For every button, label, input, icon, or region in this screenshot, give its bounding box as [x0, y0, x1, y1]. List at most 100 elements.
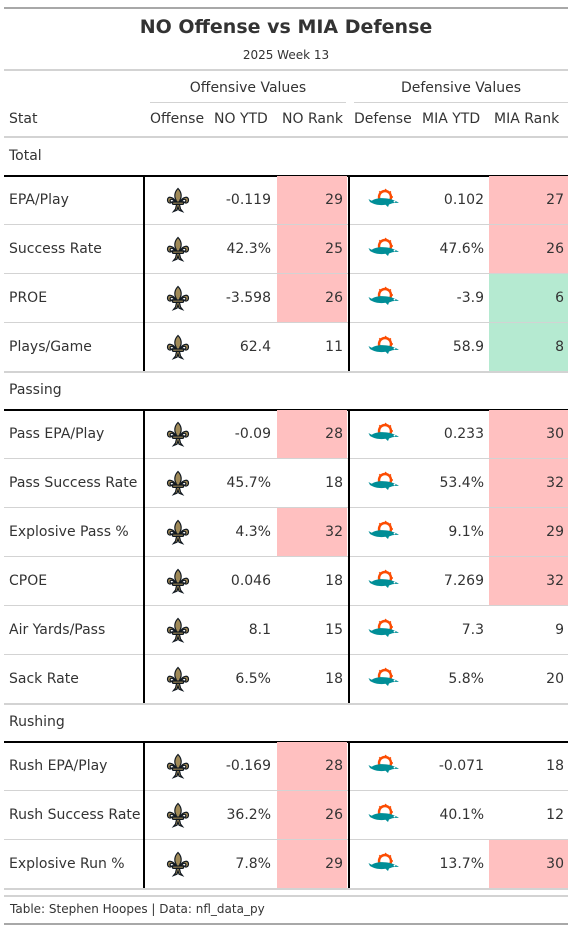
stat-label: Pass EPA/Play: [9, 426, 105, 442]
offense-divider-line: [143, 175, 145, 371]
table-bottom-rule: [4, 895, 568, 897]
dolphins-logo-icon: [350, 176, 418, 224]
table-row: Plays/Game 62.4 11 58.9 8: [4, 323, 568, 371]
no-rank-value: 18: [325, 671, 343, 687]
mia-ytd-value: 47.6%: [439, 241, 484, 257]
dolphins-logo-icon: [350, 459, 418, 507]
mia-ytd-value: 40.1%: [439, 807, 484, 823]
mia-ytd-value: -3.9: [456, 290, 484, 306]
mia-ytd-value: 53.4%: [439, 475, 484, 491]
table-row: Pass Success Rate 45.7% 18 53.4% 32: [4, 459, 568, 507]
saints-fleur-de-lis-icon: [144, 459, 212, 507]
column-header-stat: Stat: [9, 111, 38, 127]
no-ytd-value: 4.3%: [235, 524, 271, 540]
dolphins-logo-icon: [350, 791, 418, 839]
saints-fleur-de-lis-icon: [144, 606, 212, 654]
no-ytd-value: 42.3%: [226, 241, 271, 257]
saints-fleur-de-lis-icon: [144, 557, 212, 605]
spanner-defensive-values: Defensive Values: [400, 80, 522, 96]
dolphins-logo-icon: [350, 606, 418, 654]
no-rank-value: 18: [325, 475, 343, 491]
source-note: Table: Stephen Hoopes | Data: nfl_data_p…: [10, 902, 265, 916]
mia-rank-value: 27: [489, 176, 568, 224]
mia-rank-value: 6: [489, 274, 568, 322]
saints-fleur-de-lis-icon: [144, 840, 212, 888]
saints-fleur-de-lis-icon: [144, 225, 212, 273]
no-ytd-value: 36.2%: [226, 807, 271, 823]
row-divider: [4, 458, 568, 459]
stat-label: Explosive Pass %: [9, 524, 129, 540]
dolphins-logo-icon: [350, 323, 418, 371]
no-rank-value: 28: [277, 742, 347, 790]
table-row: Explosive Pass % 4.3% 32 9.1% 29: [4, 508, 568, 556]
mia-rank-value: 12: [546, 807, 564, 823]
table-row: Success Rate 42.3% 25 47.6% 26: [4, 225, 568, 273]
stat-label: Plays/Game: [9, 339, 92, 355]
stat-label: Explosive Run %: [9, 856, 125, 872]
mia-rank-value: 30: [489, 840, 568, 888]
dolphins-logo-icon: [350, 225, 418, 273]
saints-fleur-de-lis-icon: [144, 323, 212, 371]
stat-label: Air Yards/Pass: [9, 622, 106, 638]
mia-ytd-value: 0.233: [443, 426, 484, 442]
no-rank-value: 11: [325, 339, 343, 355]
dolphins-logo-icon: [350, 508, 418, 556]
dolphins-logo-icon: [350, 410, 418, 458]
saints-fleur-de-lis-icon: [144, 176, 212, 224]
column-header-defense: Defense: [354, 111, 412, 127]
stat-label: CPOE: [9, 573, 48, 589]
mia-rank-value: 26: [489, 225, 568, 273]
stat-label: Sack Rate: [9, 671, 79, 687]
offense-divider-line: [143, 409, 145, 703]
spanner-defensive-line: [354, 102, 568, 103]
table-row: Rush Success Rate 36.2% 26 40.1% 12: [4, 791, 568, 839]
no-rank-value: 29: [277, 176, 347, 224]
mia-rank-value: 18: [546, 758, 564, 774]
no-rank-value: 26: [277, 791, 347, 839]
no-ytd-value: 0.046: [230, 573, 271, 589]
mia-rank-value: 30: [489, 410, 568, 458]
no-ytd-value: 6.5%: [235, 671, 271, 687]
mia-ytd-value: 7.269: [443, 573, 484, 589]
table-title: NO Offense vs MIA Defense: [139, 16, 433, 38]
table-row: Air Yards/Pass 8.1 15 7.3 9: [4, 606, 568, 654]
mia-ytd-value: 0.102: [443, 192, 484, 208]
mia-rank-value: 20: [546, 671, 564, 687]
mia-ytd-value: 58.9: [452, 339, 484, 355]
row-divider: [4, 224, 568, 225]
stat-label: EPA/Play: [9, 192, 69, 208]
table-row: EPA/Play -0.119 29 0.102 27: [4, 176, 568, 224]
mia-rank-value: 32: [489, 459, 568, 507]
table-row: CPOE 0.046 18 7.269 32: [4, 557, 568, 605]
mia-ytd-value: 7.3: [461, 622, 484, 638]
saints-fleur-de-lis-icon: [144, 655, 212, 703]
mia-rank-value: 8: [489, 323, 568, 371]
mia-ytd-value: 9.1%: [448, 524, 484, 540]
no-rank-value: 26: [277, 274, 347, 322]
no-ytd-value: -0.09: [234, 426, 271, 442]
column-header-divider: [4, 136, 568, 138]
spanner-offensive-line: [150, 102, 346, 103]
table-top-border: [4, 7, 568, 9]
saints-fleur-de-lis-icon: [144, 508, 212, 556]
no-ytd-value: 62.4: [239, 339, 271, 355]
saints-fleur-de-lis-icon: [144, 410, 212, 458]
saints-fleur-de-lis-icon: [144, 274, 212, 322]
table-row: Pass EPA/Play -0.09 28 0.233 30: [4, 410, 568, 458]
table-row: Rush EPA/Play -0.169 28 -0.071 18: [4, 742, 568, 790]
defense-divider-line: [348, 741, 350, 888]
no-rank-value: 15: [325, 622, 343, 638]
no-ytd-value: -0.119: [225, 192, 271, 208]
mia-rank-value: 9: [555, 622, 564, 638]
column-header-mia-ytd: MIA YTD: [422, 111, 481, 127]
row-divider: [4, 888, 568, 890]
offense-divider-line: [143, 741, 145, 888]
mia-ytd-value: 13.7%: [439, 856, 484, 872]
column-header-no-rank: NO Rank: [282, 111, 343, 127]
no-ytd-value: -0.169: [225, 758, 271, 774]
row-divider: [4, 371, 568, 373]
no-ytd-value: 8.1: [248, 622, 271, 638]
stat-label: Pass Success Rate: [9, 475, 138, 491]
table-bottom-border: [4, 923, 568, 925]
